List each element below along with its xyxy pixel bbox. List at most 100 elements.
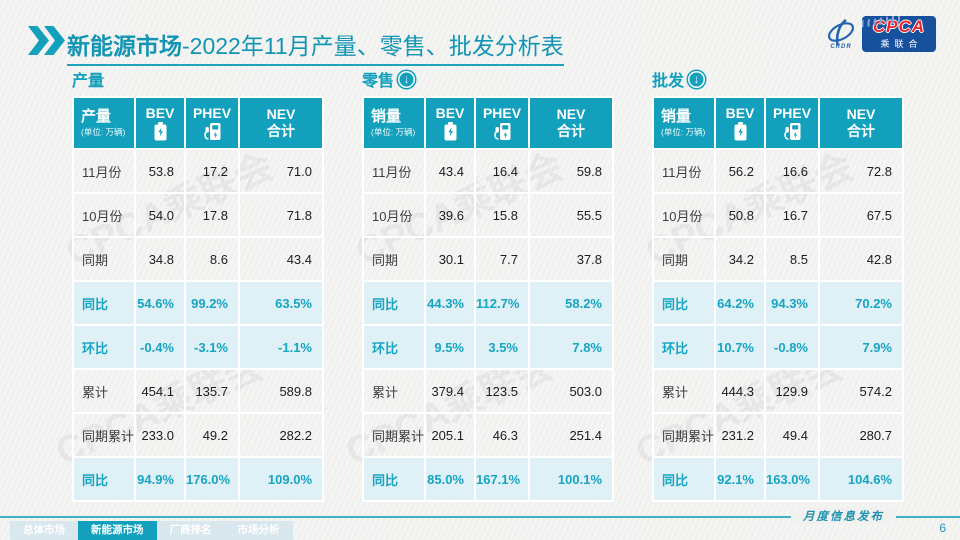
- cell-bev: 64.2%: [714, 280, 766, 326]
- table-row: 同期累计 231.2 49.4 280.7: [652, 412, 904, 458]
- table-row: 11月份 43.4 16.4 59.8: [362, 148, 614, 194]
- cpca-badge: CPCA 乘联合: [862, 16, 936, 52]
- production-table: 产量 (单位: 万辆) BEV PHEV: [72, 96, 324, 502]
- cell-phev: 17.8: [184, 192, 240, 238]
- cell-bev: -0.4%: [134, 324, 186, 370]
- cell-nev: 7.9%: [818, 324, 904, 370]
- table-row: 同期 34.2 8.5 42.8: [652, 236, 904, 282]
- header-cell-measure: 产量 (单位: 万辆): [72, 96, 136, 150]
- cpca-logo: CRDR CPCA 乘联合: [824, 16, 936, 52]
- retail-section: CPCA乘联会 CPCA乘联会 零售 ↓ 销量 (单位: 万辆) BEV: [340, 68, 614, 502]
- cpca-swirl-icon: CRDR: [824, 18, 858, 50]
- cell-phev: 16.4: [474, 148, 530, 194]
- row-label: 同比: [72, 456, 136, 502]
- cell-bev: 85.0%: [424, 456, 476, 502]
- header-cell-measure: 销量 (单位: 万辆): [362, 96, 426, 150]
- row-label: 同比: [652, 456, 716, 502]
- section-title-retail: 零售: [362, 73, 395, 90]
- cell-phev: 135.7: [184, 368, 240, 414]
- table-row: 累计 379.4 123.5 503.0: [362, 368, 614, 414]
- table-row: 同比 64.2% 94.3% 70.2%: [652, 280, 904, 326]
- table-row: 同期累计 205.1 46.3 251.4: [362, 412, 614, 458]
- cell-phev: 49.4: [764, 412, 820, 458]
- table-row: 同比 85.0% 167.1% 100.1%: [362, 456, 614, 502]
- cell-nev: 100.1%: [528, 456, 614, 502]
- production-section: CPCA乘联会 CPCA乘联会 产量 产量 (单位: 万辆) BEV: [50, 68, 324, 502]
- table-row: 同比 92.1% 163.0% 104.6%: [652, 456, 904, 502]
- cell-bev: 30.1: [424, 236, 476, 282]
- cell-phev: 15.8: [474, 192, 530, 238]
- row-label: 10月份: [72, 192, 136, 238]
- cell-nev: -1.1%: [238, 324, 324, 370]
- header-cell-phev: PHEV: [184, 96, 240, 150]
- cell-nev: 42.8: [818, 236, 904, 282]
- cell-phev: 7.7: [474, 236, 530, 282]
- table-row: 同比 44.3% 112.7% 58.2%: [362, 280, 614, 326]
- cell-bev: 43.4: [424, 148, 476, 194]
- footer-divider: [0, 516, 960, 518]
- header-cell-bev: BEV: [134, 96, 186, 150]
- cpca-badge-text: CPCA: [872, 17, 926, 36]
- cell-phev: 129.9: [764, 368, 820, 414]
- table-row: 同期 30.1 7.7 37.8: [362, 236, 614, 282]
- row-label: 同期累计: [652, 412, 716, 458]
- cell-nev: 109.0%: [238, 456, 324, 502]
- tab-总体市场[interactable]: 总体市场: [10, 521, 78, 540]
- cpca-badge-subtext: 乘联合: [880, 39, 923, 49]
- wholesale-table: 销量 (单位: 万辆) BEV PHEV: [652, 96, 904, 502]
- header-cell-nev: NEV 合计: [818, 96, 904, 150]
- page-title: 新能源市场-2022年11月产量、零售、批发分析表: [67, 27, 564, 66]
- header-cell-bev: BEV: [424, 96, 476, 150]
- row-label: 10月份: [362, 192, 426, 238]
- cell-bev: 50.8: [714, 192, 766, 238]
- cell-nev: 72.8: [818, 148, 904, 194]
- logo-small-text: CRDR: [830, 43, 852, 50]
- bottom-nav-tabs: 总体市场 新能源市场 厂商排名 市场分析: [10, 521, 293, 540]
- row-label: 同比: [72, 280, 136, 326]
- tab-厂商排名[interactable]: 厂商排名: [156, 521, 225, 540]
- charging-station-icon: [784, 122, 801, 140]
- header-row: 销量 (单位: 万辆) BEV PHEV: [652, 96, 904, 150]
- cell-phev: 167.1%: [474, 456, 530, 502]
- header-cell-measure: 销量 (单位: 万辆): [652, 96, 716, 150]
- cell-phev: 16.6: [764, 148, 820, 194]
- cell-phev: 49.2: [184, 412, 240, 458]
- cell-phev: 8.5: [764, 236, 820, 282]
- cell-bev: 9.5%: [424, 324, 476, 370]
- header-cell-bev: BEV: [714, 96, 766, 150]
- cell-bev: 444.3: [714, 368, 766, 414]
- charging-station-icon: [204, 122, 221, 140]
- table-row: 累计 454.1 135.7 589.8: [72, 368, 324, 414]
- cell-nev: 71.8: [238, 192, 324, 238]
- row-label: 同期累计: [72, 412, 136, 458]
- cell-bev: 10.7%: [714, 324, 766, 370]
- cell-phev: 16.7: [764, 192, 820, 238]
- battery-icon: [154, 121, 166, 140]
- cell-bev: 44.3%: [424, 280, 476, 326]
- section-title-wholesale: 批发: [652, 73, 685, 90]
- wholesale-section: CPCA乘联会 CPCA乘联会 批发 ↓ 销量 (单位: 万辆) BEV: [630, 68, 904, 502]
- tab-市场分析[interactable]: 市场分析: [224, 521, 293, 540]
- cell-bev: 54.0: [134, 192, 186, 238]
- cell-nev: 55.5: [528, 192, 614, 238]
- cell-bev: 34.2: [714, 236, 766, 282]
- cell-nev: 63.5%: [238, 280, 324, 326]
- tab-新能源市场[interactable]: 新能源市场: [78, 521, 157, 540]
- cell-bev: 379.4: [424, 368, 476, 414]
- cell-phev: 46.3: [474, 412, 530, 458]
- header-row: 销量 (单位: 万辆) BEV PHEV: [362, 96, 614, 150]
- cell-nev: 70.2%: [818, 280, 904, 326]
- cell-bev: 34.8: [134, 236, 186, 282]
- row-label: 环比: [72, 324, 136, 370]
- footer-caption: 月度信息发布: [791, 508, 896, 524]
- header-cell-phev: PHEV: [474, 96, 530, 150]
- retail-table: 销量 (单位: 万辆) BEV PHEV: [362, 96, 614, 502]
- cell-nev: 251.4: [528, 412, 614, 458]
- cell-nev: 282.2: [238, 412, 324, 458]
- charging-station-icon: [494, 122, 511, 140]
- row-label: 11月份: [362, 148, 426, 194]
- cell-nev: 503.0: [528, 368, 614, 414]
- row-label: 同比: [652, 280, 716, 326]
- row-label: 同比: [362, 280, 426, 326]
